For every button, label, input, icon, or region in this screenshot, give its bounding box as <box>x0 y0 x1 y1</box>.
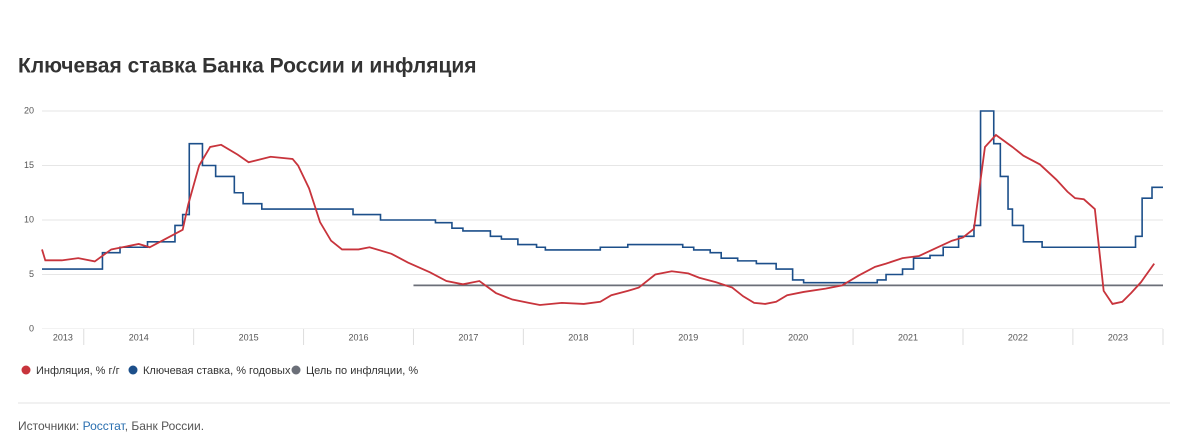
x-tick-label: 2015 <box>239 332 259 342</box>
y-tick-label: 0 <box>29 323 34 333</box>
x-tick-label: 2014 <box>129 332 149 342</box>
series-line <box>41 133 1155 306</box>
y-tick-label: 5 <box>29 269 34 279</box>
x-tick-label: 2018 <box>568 332 588 342</box>
legend-label: Цель по инфляции, % <box>306 365 418 377</box>
series-line <box>42 110 1163 284</box>
legend-marker <box>128 365 138 375</box>
legend-label: Ключевая ставка, % годовых <box>143 365 291 377</box>
legend-label: Инфляция, % г/г <box>36 365 120 377</box>
x-tick-label: 2020 <box>788 332 808 342</box>
source-link[interactable]: Росстат <box>83 419 127 433</box>
x-tick-label: 2013 <box>53 332 73 342</box>
x-tick-label: 2021 <box>898 332 918 342</box>
x-tick-label: 2023 <box>1108 332 1128 342</box>
chart-title: Ключевая ставка Банка России и инфляция <box>18 55 477 78</box>
legend-marker <box>291 365 301 375</box>
x-axis-band <box>42 329 1163 345</box>
y-tick-label: 20 <box>24 105 34 115</box>
y-tick-label: 10 <box>24 214 34 224</box>
y-tick-label: 15 <box>24 160 34 170</box>
source: Источники: Росстат, Банк России. <box>18 419 204 433</box>
x-tick-label: 2017 <box>458 332 478 342</box>
x-tick-label: 2019 <box>678 332 698 342</box>
source-prefix: Источники: <box>18 419 79 433</box>
legend-marker <box>21 365 31 375</box>
x-tick-label: 2022 <box>1008 332 1028 342</box>
x-tick-label: 2016 <box>349 332 369 342</box>
source-rest: , Банк России. <box>125 419 204 433</box>
